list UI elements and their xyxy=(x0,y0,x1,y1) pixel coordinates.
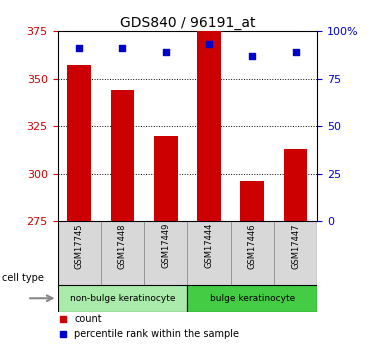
Bar xyxy=(197,31,221,221)
Text: GSM17745: GSM17745 xyxy=(75,223,83,268)
FancyBboxPatch shape xyxy=(101,221,144,285)
Bar xyxy=(240,181,264,221)
FancyBboxPatch shape xyxy=(274,221,317,285)
Title: GDS840 / 96191_at: GDS840 / 96191_at xyxy=(119,16,255,30)
Point xyxy=(163,49,169,55)
Text: GSM17449: GSM17449 xyxy=(161,223,170,268)
Text: percentile rank within the sample: percentile rank within the sample xyxy=(75,329,239,339)
Text: bulge keratinocyte: bulge keratinocyte xyxy=(210,294,295,303)
FancyBboxPatch shape xyxy=(187,285,317,312)
FancyBboxPatch shape xyxy=(144,221,187,285)
FancyBboxPatch shape xyxy=(58,221,101,285)
Bar xyxy=(154,136,178,221)
Text: GSM17448: GSM17448 xyxy=(118,223,127,268)
Point xyxy=(60,332,66,337)
Text: non-bulge keratinocyte: non-bulge keratinocyte xyxy=(70,294,175,303)
Point xyxy=(60,317,66,322)
FancyBboxPatch shape xyxy=(187,221,231,285)
Point xyxy=(76,46,82,51)
Bar xyxy=(111,90,134,221)
FancyBboxPatch shape xyxy=(231,221,274,285)
Bar xyxy=(284,149,308,221)
Text: count: count xyxy=(75,314,102,324)
Text: GSM17447: GSM17447 xyxy=(291,223,300,268)
Text: GSM17444: GSM17444 xyxy=(204,223,213,268)
Point xyxy=(293,49,299,55)
FancyBboxPatch shape xyxy=(58,285,187,312)
Text: cell type: cell type xyxy=(2,273,44,283)
Bar xyxy=(67,65,91,221)
Text: GSM17446: GSM17446 xyxy=(248,223,257,268)
Point xyxy=(119,46,125,51)
Point xyxy=(206,42,212,47)
Point xyxy=(249,53,255,59)
